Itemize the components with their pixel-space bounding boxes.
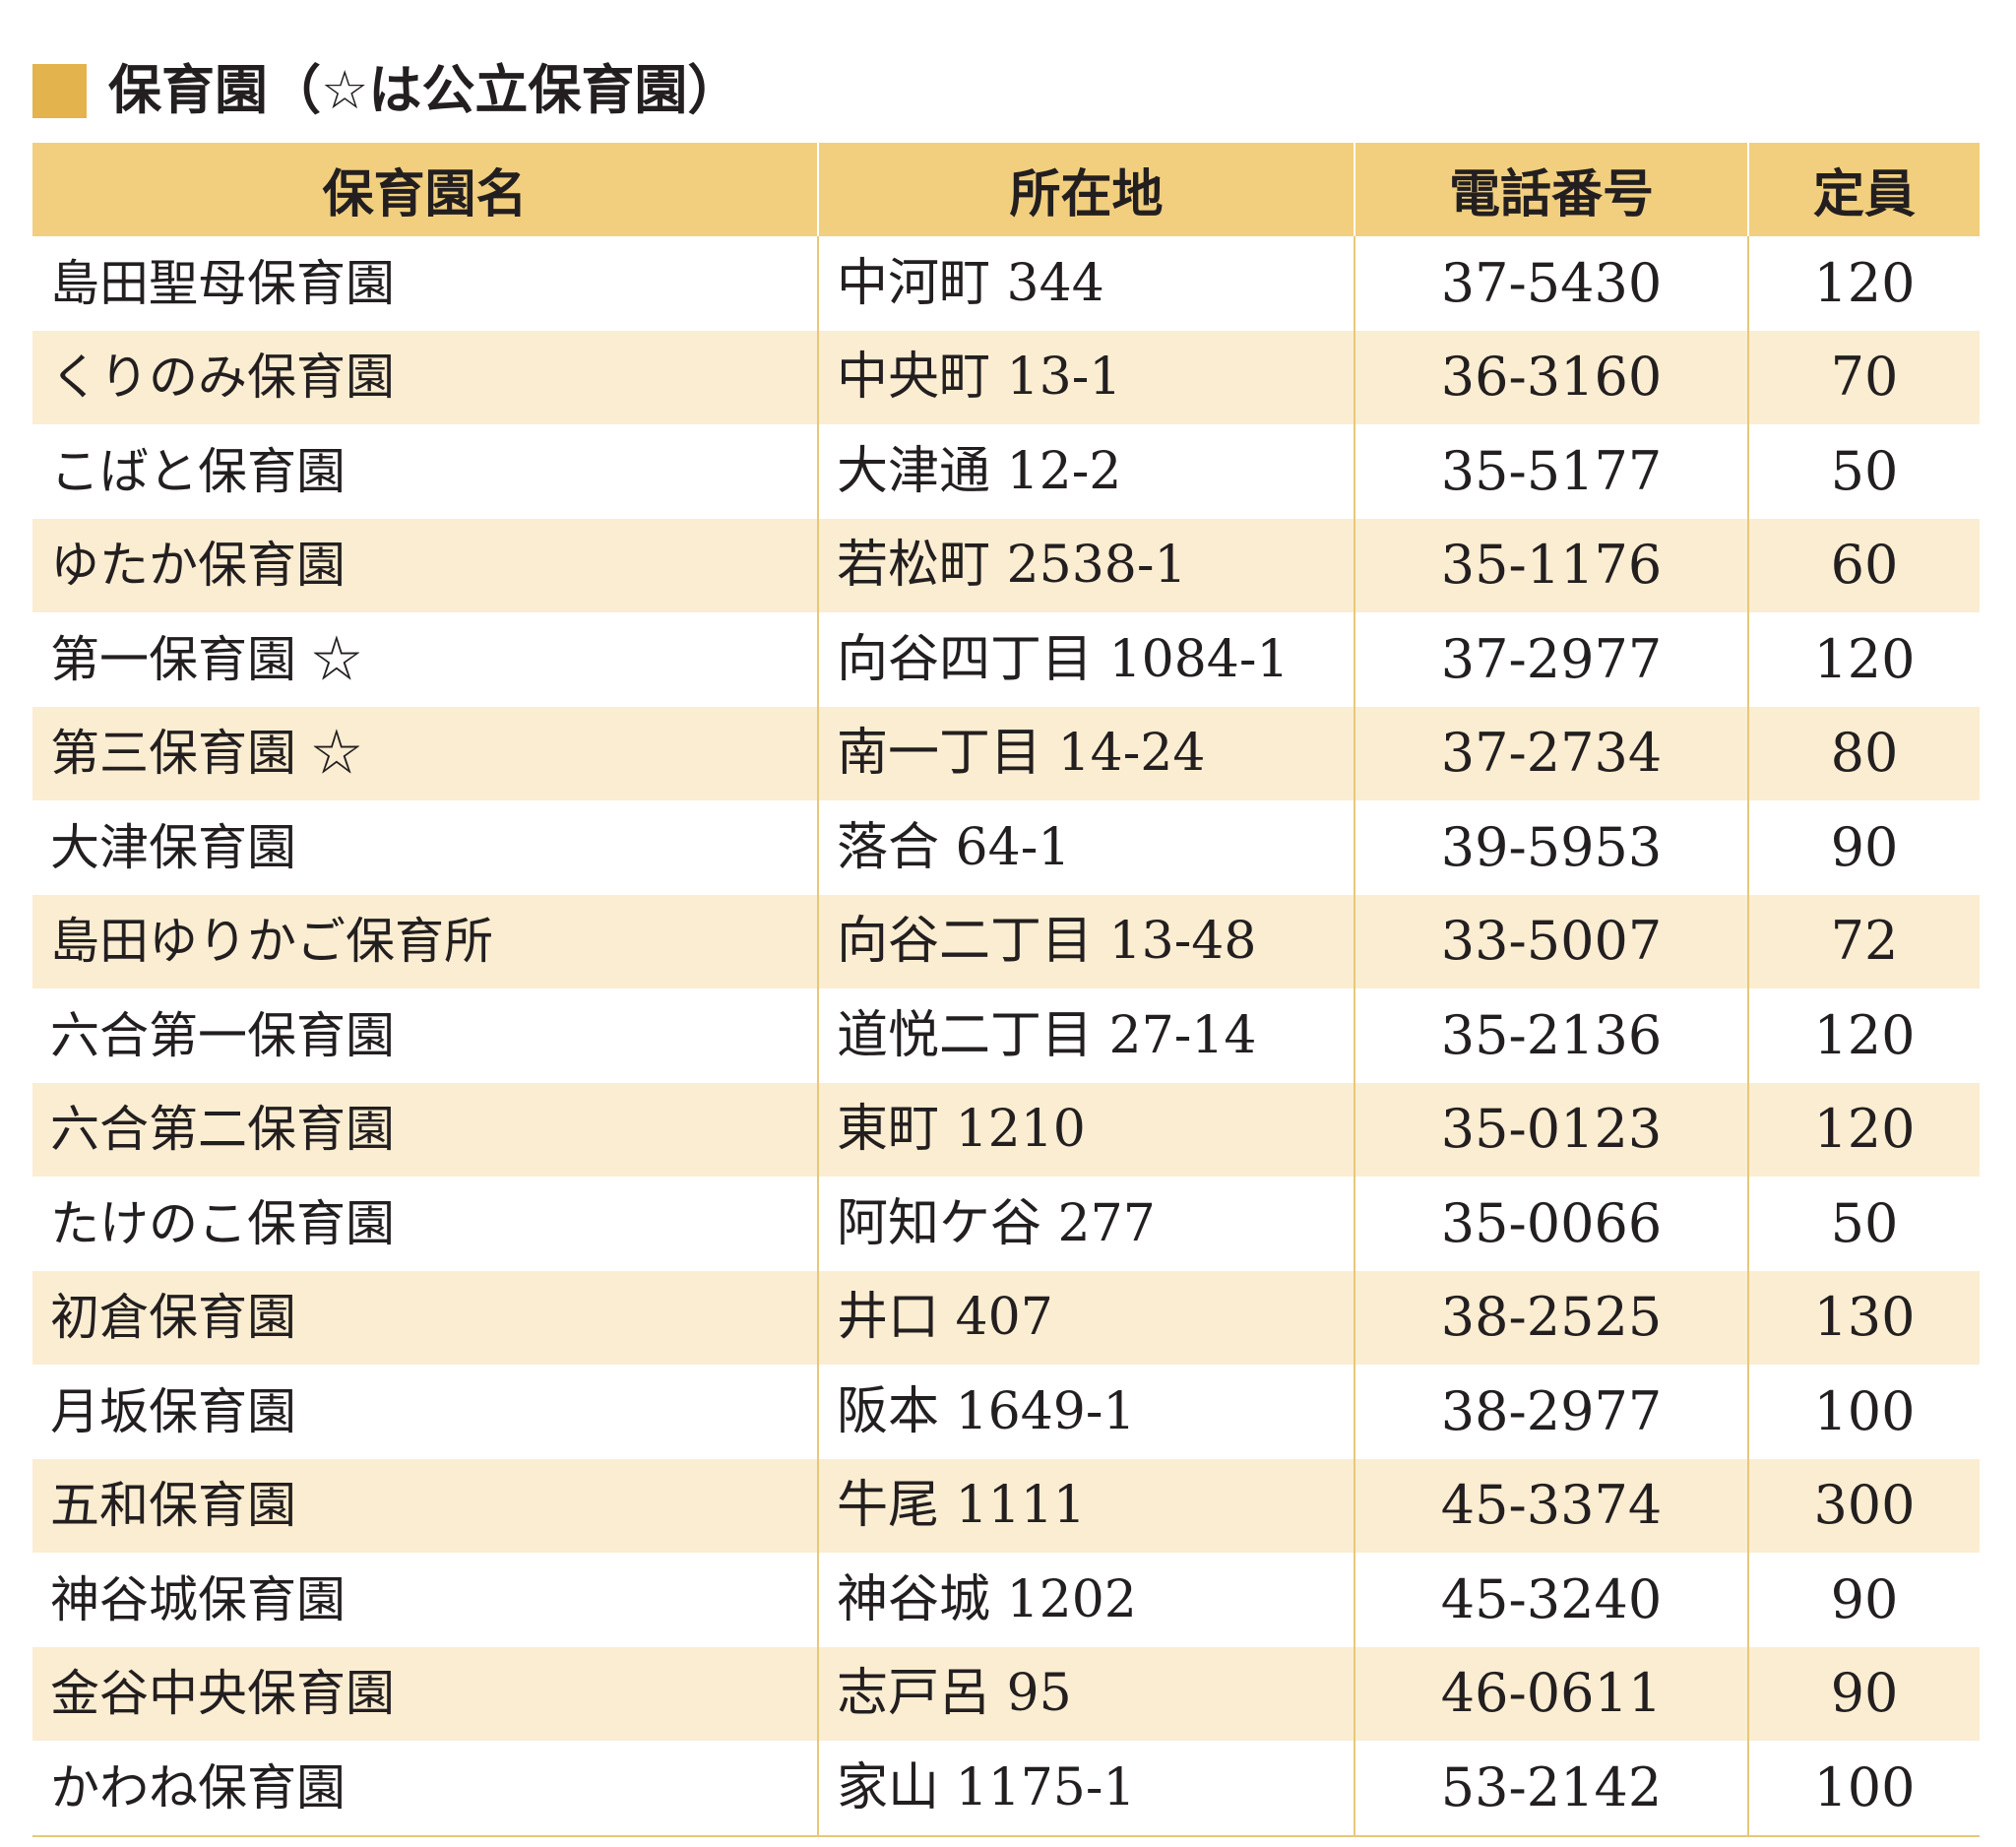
cell-name: くりのみ保育園	[50, 349, 395, 407]
title-marker-square	[32, 63, 87, 118]
table-row: くりのみ保育園 中央町 13-1 36-3160 70	[32, 330, 1980, 424]
cell-name: 月坂保育園	[50, 1382, 296, 1440]
table-row: 六合第二保育園 東町 1210 35-0123 120	[32, 1082, 1980, 1177]
cell-name: 六合第一保育園	[50, 1006, 395, 1064]
table-body: 島田聖母保育園 中河町 344 37-5430 120 くりのみ保育園 中央町 13-1 3…	[32, 236, 1980, 1837]
cell-capacity: 70	[1747, 330, 1980, 424]
header-name: 保育園名	[32, 143, 818, 236]
cell-phone: 35-1176	[1354, 518, 1748, 612]
cell-phone: 38-2525	[1354, 1270, 1748, 1365]
table-row: 金谷中央保育園 志戸呂 95 46-0611 90	[32, 1646, 1980, 1741]
cell-name: 神谷城保育園	[50, 1570, 346, 1628]
table-row: 大津保育園 落合 64-1 39-5953 90	[32, 800, 1980, 895]
cell-capacity: 80	[1747, 706, 1980, 800]
cell-name: 金谷中央保育園	[50, 1665, 395, 1723]
cell-phone: 45-3374	[1354, 1458, 1748, 1553]
cell-name: 第三保育園 ☆	[50, 725, 361, 783]
cell-address: 南一丁目 14-24	[817, 706, 1354, 800]
cell-address: 牛尾 1111	[817, 1458, 1354, 1553]
cell-address: 家山 1175-1	[817, 1741, 1354, 1837]
cell-name: 五和保育園	[50, 1477, 296, 1535]
cell-capacity: 100	[1747, 1741, 1980, 1837]
table-row: 月坂保育園 阪本 1649-1 38-2977 100	[32, 1365, 1980, 1459]
cell-phone: 38-2977	[1354, 1365, 1748, 1459]
cell-address: 向谷四丁目 1084-1	[817, 612, 1354, 707]
table-row: 島田聖母保育園 中河町 344 37-5430 120	[32, 236, 1980, 331]
cell-capacity: 120	[1747, 988, 1980, 1083]
cell-address: 志戸呂 95	[817, 1646, 1354, 1741]
header-capacity: 定員	[1747, 143, 1980, 236]
header-row: 保育園名 所在地 電話番号 定員	[32, 143, 1980, 236]
cell-address: 井口 407	[817, 1270, 1354, 1365]
cell-capacity: 130	[1747, 1270, 1980, 1365]
header-address: 所在地	[817, 143, 1354, 236]
cell-address: 中央町 13-1	[817, 330, 1354, 424]
cell-phone: 36-3160	[1354, 330, 1748, 424]
table-row: 第三保育園 ☆ 南一丁目 14-24 37-2734 80	[32, 706, 1980, 800]
nursery-table: 保育園名 所在地 電話番号 定員 島田聖母保育園 中河町 344 37-5430 12…	[32, 143, 1980, 1837]
cell-capacity: 120	[1747, 612, 1980, 707]
cell-address: 神谷城 1202	[817, 1553, 1354, 1647]
table-row: こばと保育園 大津通 12-2 35-5177 50	[32, 424, 1980, 519]
cell-phone: 37-2977	[1354, 612, 1748, 707]
cell-capacity: 100	[1747, 1365, 1980, 1459]
cell-phone: 45-3240	[1354, 1553, 1748, 1647]
cell-name: 第一保育園 ☆	[50, 630, 361, 688]
cell-address: 阪本 1649-1	[817, 1365, 1354, 1459]
cell-address: 東町 1210	[817, 1082, 1354, 1177]
table-row: かわね保育園 家山 1175-1 53-2142 100	[32, 1741, 1980, 1837]
cell-phone: 46-0611	[1354, 1646, 1748, 1741]
table-row: 初倉保育園 井口 407 38-2525 130	[32, 1270, 1980, 1365]
cell-name: たけのこ保育園	[50, 1194, 395, 1252]
cell-phone: 35-0066	[1354, 1177, 1748, 1271]
cell-capacity: 120	[1747, 236, 1980, 331]
table-row: 六合第一保育園 道悦二丁目 27-14 35-2136 120	[32, 988, 1980, 1083]
cell-address: 道悦二丁目 27-14	[817, 988, 1354, 1083]
cell-name: 島田ゆりかご保育所	[50, 913, 493, 971]
header-phone: 電話番号	[1354, 143, 1748, 236]
cell-name: 初倉保育園	[50, 1289, 296, 1347]
table-row: ゆたか保育園 若松町 2538-1 35-1176 60	[32, 518, 1980, 612]
cell-capacity: 50	[1747, 1177, 1980, 1271]
cell-name: 大津保育園	[50, 818, 296, 876]
cell-name: 島田聖母保育園	[50, 254, 395, 312]
cell-address: 落合 64-1	[817, 800, 1354, 895]
cell-phone: 37-5430	[1354, 236, 1748, 331]
cell-address: 阿知ケ谷 277	[817, 1177, 1354, 1271]
cell-capacity: 60	[1747, 518, 1980, 612]
cell-name: ゆたか保育園	[50, 537, 346, 595]
cell-phone: 39-5953	[1354, 800, 1748, 895]
table-row: たけのこ保育園 阿知ケ谷 277 35-0066 50	[32, 1177, 1980, 1271]
table-row: 第一保育園 ☆ 向谷四丁目 1084-1 37-2977 120	[32, 612, 1980, 707]
cell-phone: 33-5007	[1354, 894, 1748, 988]
cell-phone: 53-2142	[1354, 1741, 1748, 1837]
section-title: 保育園（☆は公立保育園）	[32, 51, 740, 130]
cell-name: 六合第二保育園	[50, 1101, 395, 1159]
cell-capacity: 90	[1747, 1646, 1980, 1741]
cell-name: かわね保育園	[32, 1741, 818, 1837]
cell-address: 中河町 344	[817, 236, 1354, 331]
cell-phone: 35-2136	[1354, 988, 1748, 1083]
table-row: 島田ゆりかご保育所 向谷二丁目 13-48 33-5007 72	[32, 894, 1980, 988]
cell-capacity: 90	[1747, 800, 1980, 895]
table-row: 五和保育園 牛尾 1111 45-3374 300	[32, 1458, 1980, 1553]
cell-phone: 35-5177	[1354, 424, 1748, 519]
cell-address: 大津通 12-2	[817, 424, 1354, 519]
cell-capacity: 50	[1747, 424, 1980, 519]
cell-capacity: 300	[1747, 1458, 1980, 1553]
cell-capacity: 90	[1747, 1553, 1980, 1647]
cell-address: 向谷二丁目 13-48	[817, 894, 1354, 988]
table-row: 神谷城保育園 神谷城 1202 45-3240 90	[32, 1553, 1980, 1647]
cell-phone: 37-2734	[1354, 706, 1748, 800]
cell-phone: 35-0123	[1354, 1082, 1748, 1177]
cell-capacity: 72	[1747, 894, 1980, 988]
title-text: 保育園（☆は公立保育園）	[108, 59, 741, 121]
cell-name: こばと保育園	[50, 442, 346, 500]
cell-capacity: 120	[1747, 1082, 1980, 1177]
table-header: 保育園名 所在地 電話番号 定員	[32, 143, 1980, 236]
cell-address: 若松町 2538-1	[817, 518, 1354, 612]
